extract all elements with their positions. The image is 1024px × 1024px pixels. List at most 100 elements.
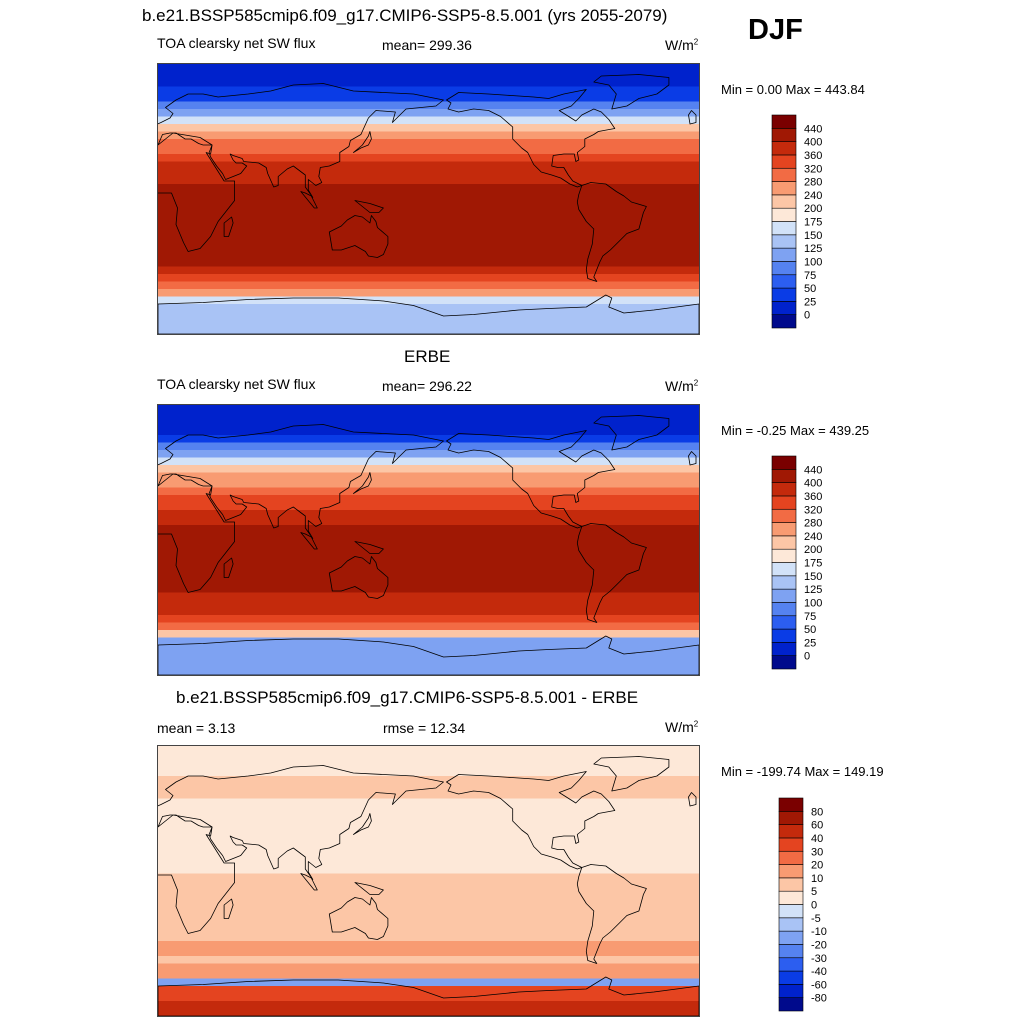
map-2-band-lat-20 bbox=[158, 851, 699, 859]
colorbar-2-tick-11: 30 bbox=[811, 846, 823, 858]
map-1-band-lat--5 bbox=[158, 547, 699, 556]
panel-1-minmax: Min = 0.00 Max = 443.84 bbox=[721, 82, 865, 97]
colorbar-1-box-11 bbox=[771, 508, 797, 523]
map-1-band-lat--55 bbox=[158, 622, 699, 631]
colorbar-2-box-3 bbox=[778, 957, 804, 972]
colorbar-2-tick-12: 40 bbox=[811, 833, 823, 845]
map-2-band-lat-10 bbox=[158, 866, 699, 874]
colorbar-2-tick-6: -5 bbox=[811, 913, 821, 925]
map-1-band-lat--45 bbox=[158, 607, 699, 616]
colorbar-1-box-1 bbox=[771, 642, 797, 656]
colorbar-2-tick-7: 0 bbox=[811, 900, 817, 912]
map-2-band-lat--25 bbox=[158, 918, 699, 927]
map-1-band-lat-15 bbox=[158, 517, 699, 526]
map-2-band-lat-25 bbox=[158, 843, 699, 852]
map-1-coast-north-america bbox=[446, 430, 616, 529]
colorbar-0-tick-0: 0 bbox=[804, 310, 810, 322]
panel-3-map-field bbox=[158, 746, 699, 1016]
map-2-band-lat--35 bbox=[158, 933, 699, 942]
map-2-band-lat-40 bbox=[158, 821, 699, 829]
colorbar-2-tick-13: 60 bbox=[811, 820, 823, 832]
colorbar-2-box-7 bbox=[778, 904, 804, 919]
panel-3-minmax: Min = -199.74 Max = 149.19 bbox=[721, 764, 884, 779]
map-0-band-lat--10 bbox=[158, 214, 699, 222]
panel-2-heading: ERBE bbox=[404, 347, 451, 366]
panel-2-units: W/m2 bbox=[665, 378, 699, 394]
map-2-coast-japan bbox=[353, 813, 372, 835]
map-0-band-lat--65 bbox=[158, 296, 699, 305]
map-0-coast-japan bbox=[353, 131, 372, 153]
colorbar-2-tick-8: 5 bbox=[811, 886, 817, 898]
colorbar-0-tick-1: 25 bbox=[804, 296, 816, 308]
colorbar-0-box-12 bbox=[771, 154, 797, 169]
map-2-band-lat-65 bbox=[158, 783, 699, 792]
colorbar-2-tick-2: -40 bbox=[811, 966, 827, 978]
panel-3-map bbox=[157, 745, 700, 1017]
panel-2-variable-label: TOA clearsky net SW flux bbox=[157, 376, 316, 392]
map-2-band-lat-80 bbox=[158, 761, 699, 769]
map-1-coast-borneo-sumatra bbox=[300, 532, 318, 550]
panel-2-map bbox=[157, 404, 700, 676]
colorbar-0-tick-7: 175 bbox=[804, 217, 822, 229]
colorbar-1-tick-14: 440 bbox=[804, 464, 822, 476]
map-2-band-lat-45 bbox=[158, 813, 699, 822]
map-0-band-lat-85 bbox=[158, 71, 699, 80]
map-0-band-lat-70 bbox=[158, 94, 699, 102]
colorbar-1-tick-3: 75 bbox=[804, 611, 816, 623]
map-0-band-lat-90 bbox=[158, 64, 699, 72]
map-2-band-lat-60 bbox=[158, 791, 699, 799]
colorbar-2-box-13 bbox=[778, 824, 804, 839]
map-1-band-lat--50 bbox=[158, 615, 699, 623]
map-2-band-lat--45 bbox=[158, 948, 699, 957]
map-1-band-lat--25 bbox=[158, 577, 699, 586]
colorbar-2-tick-0: -80 bbox=[811, 993, 827, 1005]
colorbar-2-box-14 bbox=[778, 811, 804, 825]
colorbar-1-box-12 bbox=[771, 495, 797, 510]
map-1-band-lat--15 bbox=[158, 562, 699, 571]
map-0-band-lat--70 bbox=[158, 304, 699, 312]
colorbar-0-tick-9: 240 bbox=[804, 190, 822, 202]
map-1-band-lat--60 bbox=[158, 630, 699, 638]
colorbar-0-tick-11: 320 bbox=[804, 163, 822, 175]
map-2-band-lat-55 bbox=[158, 798, 699, 807]
map-2-band-lat--60 bbox=[158, 971, 699, 979]
map-0-band-lat--35 bbox=[158, 251, 699, 260]
map-2-band-lat--80 bbox=[158, 1001, 699, 1009]
colorbar-1-box-9 bbox=[771, 535, 797, 550]
map-1-band-lat-45 bbox=[158, 472, 699, 481]
map-1-band-lat-90 bbox=[158, 405, 699, 413]
colorbar-1-tick-8: 200 bbox=[804, 544, 822, 556]
map-0-band-lat-55 bbox=[158, 116, 699, 125]
map-1-coast-greenland bbox=[593, 415, 670, 451]
colorbar-0-tick-3: 75 bbox=[804, 270, 816, 282]
map-2-band-lat-85 bbox=[158, 753, 699, 762]
map-1-band-lat-55 bbox=[158, 457, 699, 466]
colorbar-2-tick-14: 80 bbox=[811, 806, 823, 818]
colorbar-2-tick-1: -60 bbox=[811, 979, 827, 991]
colorbar-2-box-2 bbox=[778, 970, 804, 985]
map-0-band-lat--30 bbox=[158, 244, 699, 252]
panel-2-colorbar: 0 25 50 75 100 125 150 175 200 240 280 320 360 400 440 bbox=[771, 455, 852, 671]
colorbar-1-tick-5: 125 bbox=[804, 584, 822, 596]
colorbar-0-tick-4: 100 bbox=[804, 256, 822, 268]
panel-2-map-field bbox=[158, 405, 699, 675]
map-2-coast-new-guinea bbox=[354, 882, 384, 895]
map-2-band-lat--50 bbox=[158, 956, 699, 964]
map-0-coast-new-guinea bbox=[354, 200, 384, 213]
colorbar-0-box-10 bbox=[771, 181, 797, 196]
map-2-band-lat-5 bbox=[158, 873, 699, 882]
colorbar-1-box-14 bbox=[771, 469, 797, 483]
map-0-band-lat-60 bbox=[158, 109, 699, 117]
map-1-band-lat--20 bbox=[158, 570, 699, 578]
colorbar-2-box-1 bbox=[778, 984, 804, 998]
map-1-coast-new-guinea bbox=[354, 541, 384, 554]
map-1-band-lat--85 bbox=[158, 667, 699, 675]
map-0-band-lat-30 bbox=[158, 154, 699, 162]
colorbar-1-box-10 bbox=[771, 522, 797, 537]
map-1-coast-madagascar bbox=[223, 557, 234, 578]
colorbar-2-tick-9: 10 bbox=[811, 873, 823, 885]
map-0-coast-borneo-sumatra bbox=[300, 191, 318, 209]
map-1-coast-eurasia-africa bbox=[158, 424, 444, 593]
